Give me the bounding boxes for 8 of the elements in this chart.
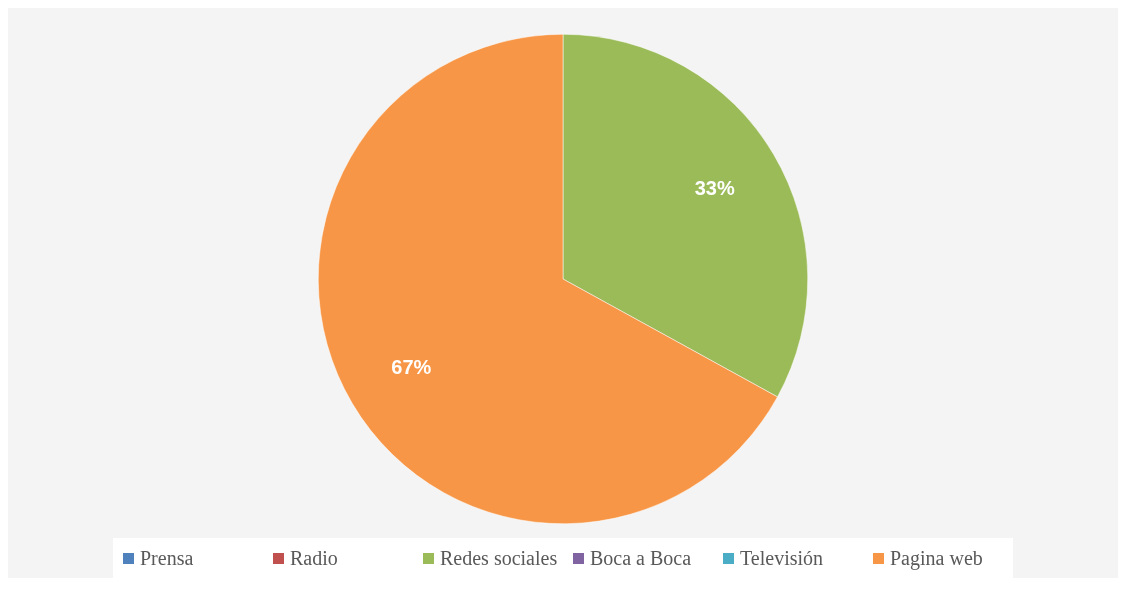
legend-label: Redes sociales	[440, 546, 558, 570]
legend-label: Televisión	[740, 546, 824, 570]
legend-label: Pagina web	[890, 546, 983, 570]
data-label: 33%	[694, 176, 735, 199]
data-label: 67%	[391, 356, 432, 379]
legend-label: Boca a Boca	[590, 546, 692, 570]
legend-label: Prensa	[140, 546, 194, 570]
legend-label: Radio	[290, 546, 338, 570]
